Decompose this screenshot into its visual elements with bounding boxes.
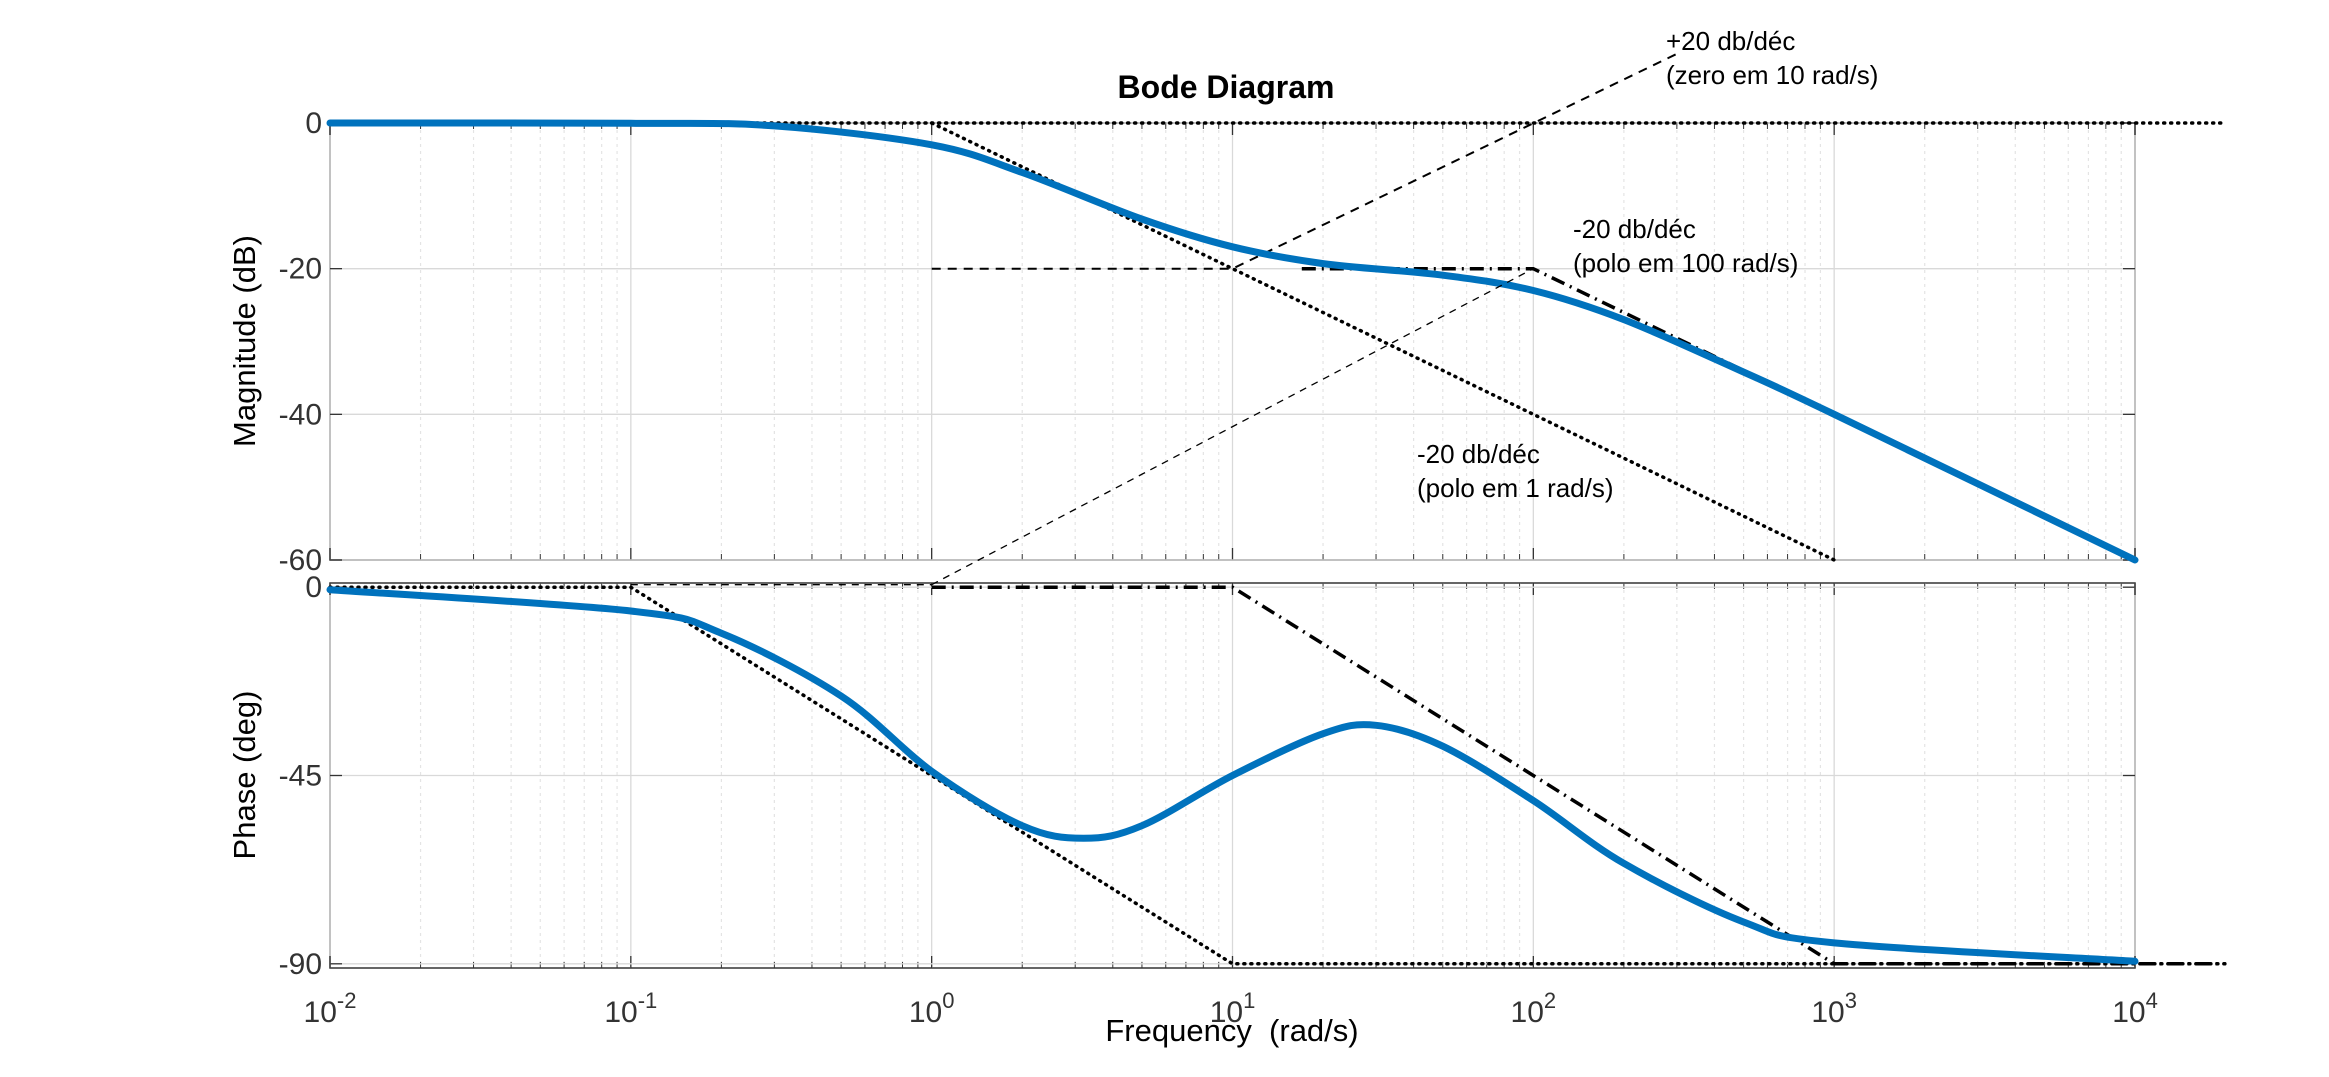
magnitude-asymptote-line (931, 52, 1678, 270)
y-tick-label: -45 (279, 760, 322, 793)
annotation-pole-100: -20 db/déc (polo em 100 rad/s) (1573, 214, 1798, 278)
phase-asymptote-line (328, 585, 2228, 966)
x-tick-label: 103 (1811, 988, 1857, 1029)
y-tick-label: -40 (279, 398, 322, 431)
x-tick-label: 104 (2112, 988, 2158, 1029)
annotation-zero-slope: +20 db/déc (1666, 26, 1795, 56)
annotation-pole-1: -20 db/déc (polo em 1 rad/s) (1417, 439, 1614, 503)
phase-y-tick-labels: 0 -45 -90 (279, 571, 322, 981)
x-tick-label: 10-1 (604, 988, 657, 1029)
y-tick-label: -90 (279, 948, 322, 981)
x-tick-label: 100 (909, 988, 955, 1029)
y-tick-label: 0 (305, 107, 322, 140)
annotation-pole100-desc: (polo em 100 rad/s) (1573, 248, 1798, 278)
x-axis-title: Frequency (rad/s) (1105, 1013, 1358, 1048)
magnitude-y-tick-labels: 0 -20 -40 -60 (279, 107, 322, 577)
annotation-pole100-slope: -20 db/déc (1573, 214, 1696, 244)
phase-curves (326, 584, 2228, 966)
phase-panel: 0 -45 -90 (279, 571, 2228, 981)
x-tick-label: 101 (1210, 988, 1256, 1029)
x-tick-label: 10-2 (304, 988, 357, 1029)
annotation-zero-10: +20 db/déc (zero em 10 rad/s) (1666, 26, 1878, 90)
magnitude-response-line (326, 119, 2139, 564)
phase-axis-title: Phase (deg) (227, 691, 262, 860)
magnitude-axis-title: Magnitude (dB) (227, 235, 262, 447)
zero-phase-to-magnitude-guide (931, 268, 1534, 586)
x-tick-label: 102 (1511, 988, 1557, 1029)
phase-response-line (326, 586, 2139, 965)
phase-asymptote-line (931, 585, 2226, 966)
annotation-zero-desc: (zero em 10 rad/s) (1666, 60, 1878, 90)
frequency-tick-labels: 10-2 10-1 100 101 102 103 104 (304, 988, 2158, 1029)
chart-title: Bode Diagram (1118, 69, 1335, 105)
phase-grid (329, 583, 2136, 968)
cross-panel-asymptote (931, 268, 1534, 586)
magnitude-grid (329, 122, 2136, 561)
magnitude-curves (326, 52, 2228, 564)
y-tick-label: 0 (305, 571, 322, 604)
magnitude-panel: 0 -20 -40 -60 (279, 52, 2228, 577)
annotation-pole1-desc: (polo em 1 rad/s) (1417, 473, 1614, 503)
y-tick-label: -60 (279, 544, 322, 577)
y-tick-label: -20 (279, 253, 322, 286)
annotation-pole1-slope: -20 db/déc (1417, 439, 1540, 469)
